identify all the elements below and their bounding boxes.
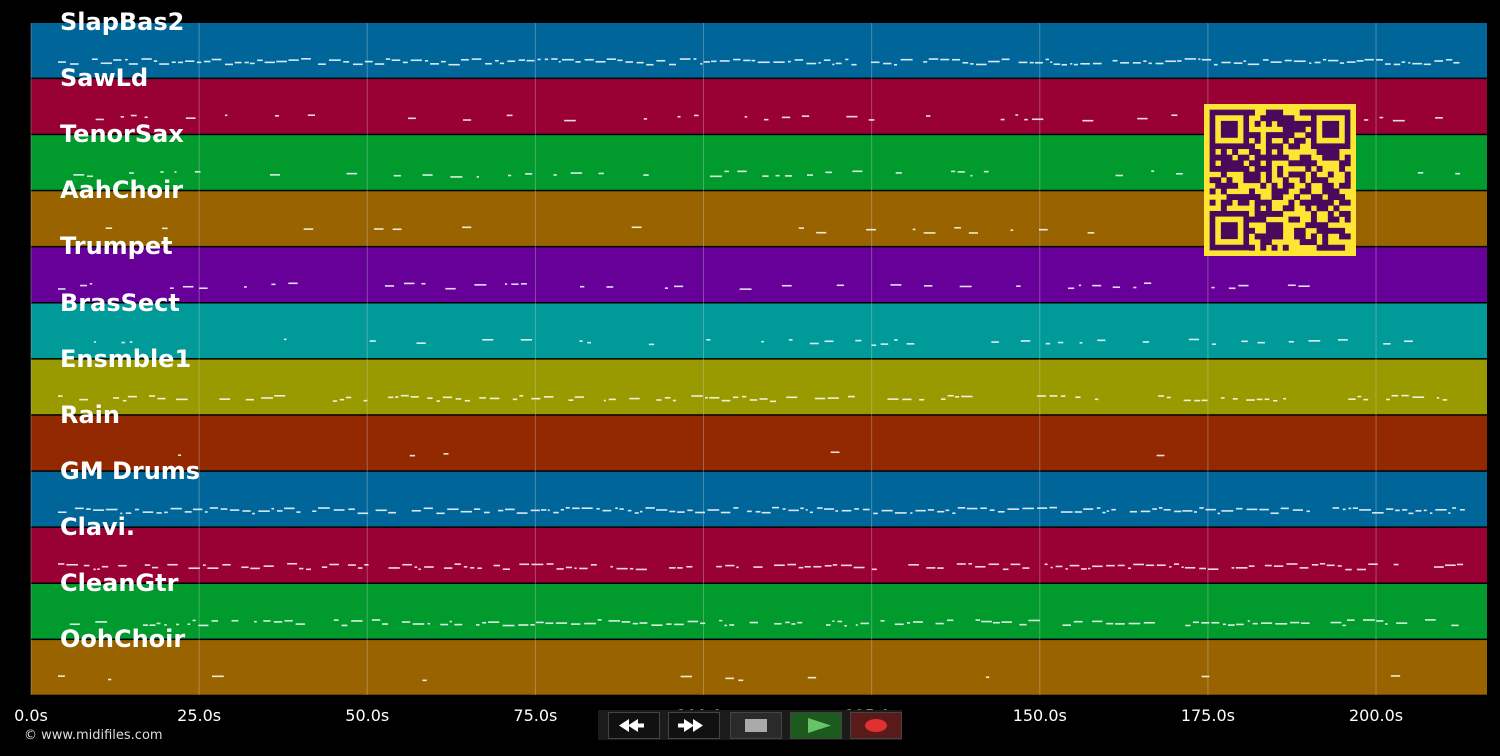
- stop-button[interactable]: [730, 712, 782, 739]
- track-lane: [31, 415, 1487, 471]
- track-lane: [31, 640, 1487, 695]
- time-tick-label: 75.0s: [513, 706, 558, 725]
- track-lane: [31, 359, 1487, 415]
- fast-forward-icon: [678, 719, 703, 732]
- play-button[interactable]: [790, 712, 842, 739]
- transport-controls: [598, 710, 902, 740]
- time-tick-label: 175.0s: [1180, 706, 1235, 725]
- track-lane: [31, 584, 1487, 639]
- track-label: OohChoir: [60, 625, 186, 654]
- track-lane: [31, 527, 1487, 583]
- play-icon: [808, 718, 831, 733]
- track-label: BrasSect: [60, 288, 180, 317]
- track-label: SlapBas2: [60, 8, 185, 36]
- rewind-icon: [619, 719, 644, 732]
- track-label: Rain: [60, 400, 120, 429]
- time-tick-label: 200.0s: [1348, 706, 1404, 725]
- track-label: Ensmble1: [60, 344, 192, 373]
- time-tick-label: 150.0s: [1012, 706, 1067, 725]
- track-label: CleanGtr: [60, 569, 179, 597]
- qr-code-icon: [1204, 104, 1356, 256]
- stop-icon: [745, 719, 767, 732]
- fast-forward-button[interactable]: [668, 712, 720, 739]
- track-lane: [31, 23, 1487, 78]
- time-tick-label: 25.0s: [177, 706, 222, 725]
- time-tick-label: 50.0s: [345, 706, 390, 725]
- track-label: SawLd: [60, 64, 149, 93]
- track-label: TenorSax: [60, 120, 184, 149]
- track-lane: [31, 247, 1487, 302]
- track-lane: [31, 471, 1487, 527]
- copyright-text: © www.midifiles.com: [24, 728, 163, 743]
- record-icon: [865, 719, 887, 732]
- time-tick-label: 0.0s: [14, 706, 48, 725]
- track-label: AahChoir: [60, 176, 184, 205]
- rewind-button[interactable]: [608, 712, 660, 739]
- track-label: Trumpet: [60, 232, 173, 261]
- track-lane: [31, 303, 1487, 359]
- track-label: GM Drums: [60, 456, 201, 485]
- note-marks: [58, 58, 1465, 682]
- record-button[interactable]: [850, 712, 902, 739]
- track-label: Clavi.: [60, 512, 136, 541]
